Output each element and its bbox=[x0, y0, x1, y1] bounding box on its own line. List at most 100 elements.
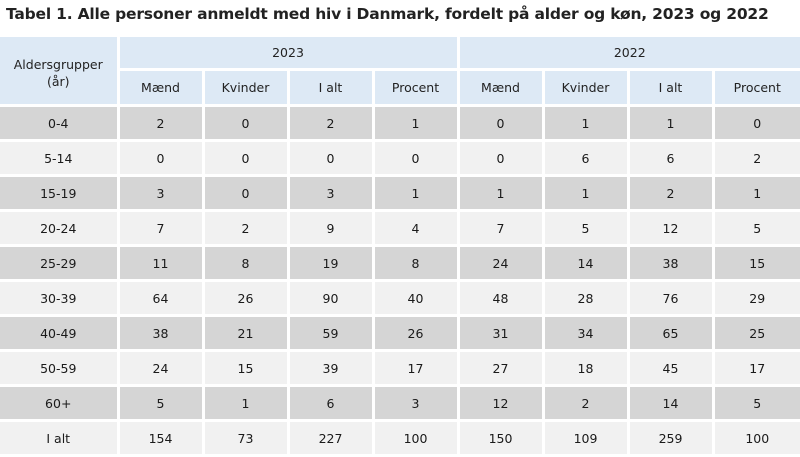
year-header-2022: 2022 bbox=[458, 37, 800, 71]
value-cell: 5 bbox=[543, 210, 630, 247]
year-header-2023: 2023 bbox=[118, 37, 460, 71]
value-cell: 1 bbox=[203, 385, 290, 422]
value-cell: 76 bbox=[628, 280, 715, 317]
table-row: 25-29 11 8 19 8 24 14 38 15 bbox=[0, 245, 800, 282]
hiv-data-table: Aldersgrupper (år) 2023 2022 Mænd Kvinde… bbox=[0, 37, 800, 457]
table-row: I alt 154 73 227 100 150 109 259 100 bbox=[0, 420, 800, 457]
column-header: I alt bbox=[628, 69, 715, 107]
value-cell: 25 bbox=[713, 315, 800, 352]
value-cell: 28 bbox=[543, 280, 630, 317]
value-cell: 2 bbox=[628, 175, 715, 212]
column-header: Procent bbox=[373, 69, 460, 107]
value-cell: 1 bbox=[543, 105, 630, 142]
value-cell: 17 bbox=[373, 350, 460, 387]
value-cell: 109 bbox=[543, 420, 630, 457]
value-cell: 0 bbox=[458, 140, 545, 177]
value-cell: 3 bbox=[118, 175, 205, 212]
age-group-unit: (år) bbox=[46, 73, 70, 89]
age-group-cell: 50-59 bbox=[0, 350, 120, 387]
value-cell: 100 bbox=[713, 420, 800, 457]
value-cell: 7 bbox=[118, 210, 205, 247]
value-cell: 154 bbox=[118, 420, 205, 457]
value-cell: 0 bbox=[373, 140, 460, 177]
value-cell: 64 bbox=[118, 280, 205, 317]
value-cell: 1 bbox=[458, 175, 545, 212]
value-cell: 24 bbox=[458, 245, 545, 282]
column-header: Kvinder bbox=[543, 69, 630, 107]
value-cell: 3 bbox=[373, 385, 460, 422]
table-row: 15-19 3 0 3 1 1 1 2 1 bbox=[0, 175, 800, 212]
value-cell: 26 bbox=[373, 315, 460, 352]
age-group-cell: 15-19 bbox=[0, 175, 120, 212]
value-cell: 59 bbox=[288, 315, 375, 352]
value-cell: 5 bbox=[713, 210, 800, 247]
value-cell: 40 bbox=[373, 280, 460, 317]
value-cell: 6 bbox=[543, 140, 630, 177]
value-cell: 9 bbox=[288, 210, 375, 247]
value-cell: 31 bbox=[458, 315, 545, 352]
value-cell: 38 bbox=[628, 245, 715, 282]
value-cell: 26 bbox=[203, 280, 290, 317]
value-cell: 0 bbox=[713, 105, 800, 142]
age-group-label: Aldersgrupper bbox=[13, 56, 103, 72]
value-cell: 2 bbox=[713, 140, 800, 177]
age-group-cell: 25-29 bbox=[0, 245, 120, 282]
value-cell: 12 bbox=[458, 385, 545, 422]
value-cell: 4 bbox=[373, 210, 460, 247]
value-cell: 21 bbox=[203, 315, 290, 352]
age-group-cell: 20-24 bbox=[0, 210, 120, 247]
value-cell: 0 bbox=[203, 140, 290, 177]
table-body: 0-4 2 0 2 1 0 1 1 0 5-14 0 0 0 0 0 6 6 2 15-19 3 0 3 1 1 1 2 1 20-2… bbox=[0, 105, 800, 457]
value-cell: 15 bbox=[203, 350, 290, 387]
value-cell: 12 bbox=[628, 210, 715, 247]
column-header: I alt bbox=[288, 69, 375, 107]
value-cell: 2 bbox=[288, 105, 375, 142]
value-cell: 34 bbox=[543, 315, 630, 352]
value-cell: 8 bbox=[203, 245, 290, 282]
value-cell: 39 bbox=[288, 350, 375, 387]
value-cell: 0 bbox=[203, 175, 290, 212]
column-header: Mænd bbox=[458, 69, 545, 107]
value-cell: 24 bbox=[118, 350, 205, 387]
column-header: Kvinder bbox=[203, 69, 290, 107]
value-cell: 0 bbox=[203, 105, 290, 142]
value-cell: 2 bbox=[543, 385, 630, 422]
table-row: 50-59 24 15 39 17 27 18 45 17 bbox=[0, 350, 800, 387]
value-cell: 90 bbox=[288, 280, 375, 317]
age-group-cell: 5-14 bbox=[0, 140, 120, 177]
value-cell: 5 bbox=[118, 385, 205, 422]
value-cell: 18 bbox=[543, 350, 630, 387]
age-group-cell: 0-4 bbox=[0, 105, 120, 142]
value-cell: 7 bbox=[458, 210, 545, 247]
value-cell: 2 bbox=[203, 210, 290, 247]
value-cell: 100 bbox=[373, 420, 460, 457]
value-cell: 48 bbox=[458, 280, 545, 317]
value-cell: 1 bbox=[713, 175, 800, 212]
value-cell: 6 bbox=[628, 140, 715, 177]
age-group-cell: 40-49 bbox=[0, 315, 120, 352]
value-cell: 1 bbox=[628, 105, 715, 142]
value-cell: 38 bbox=[118, 315, 205, 352]
value-cell: 29 bbox=[713, 280, 800, 317]
value-cell: 14 bbox=[628, 385, 715, 422]
age-group-cell: I alt bbox=[0, 420, 120, 457]
value-cell: 73 bbox=[203, 420, 290, 457]
value-cell: 65 bbox=[628, 315, 715, 352]
value-cell: 8 bbox=[373, 245, 460, 282]
value-cell: 150 bbox=[458, 420, 545, 457]
table-title: Tabel 1. Alle personer anmeldt med hiv i… bbox=[6, 5, 769, 23]
value-cell: 0 bbox=[118, 140, 205, 177]
value-cell: 17 bbox=[713, 350, 800, 387]
table-row: 30-39 64 26 90 40 48 28 76 29 bbox=[0, 280, 800, 317]
value-cell: 1 bbox=[373, 105, 460, 142]
value-cell: 5 bbox=[713, 385, 800, 422]
value-cell: 45 bbox=[628, 350, 715, 387]
value-cell: 1 bbox=[373, 175, 460, 212]
value-cell: 259 bbox=[628, 420, 715, 457]
value-cell: 11 bbox=[118, 245, 205, 282]
value-cell: 14 bbox=[543, 245, 630, 282]
age-group-header: Aldersgrupper (år) bbox=[0, 37, 120, 107]
value-cell: 27 bbox=[458, 350, 545, 387]
table-row: 20-24 7 2 9 4 7 5 12 5 bbox=[0, 210, 800, 247]
value-cell: 6 bbox=[288, 385, 375, 422]
